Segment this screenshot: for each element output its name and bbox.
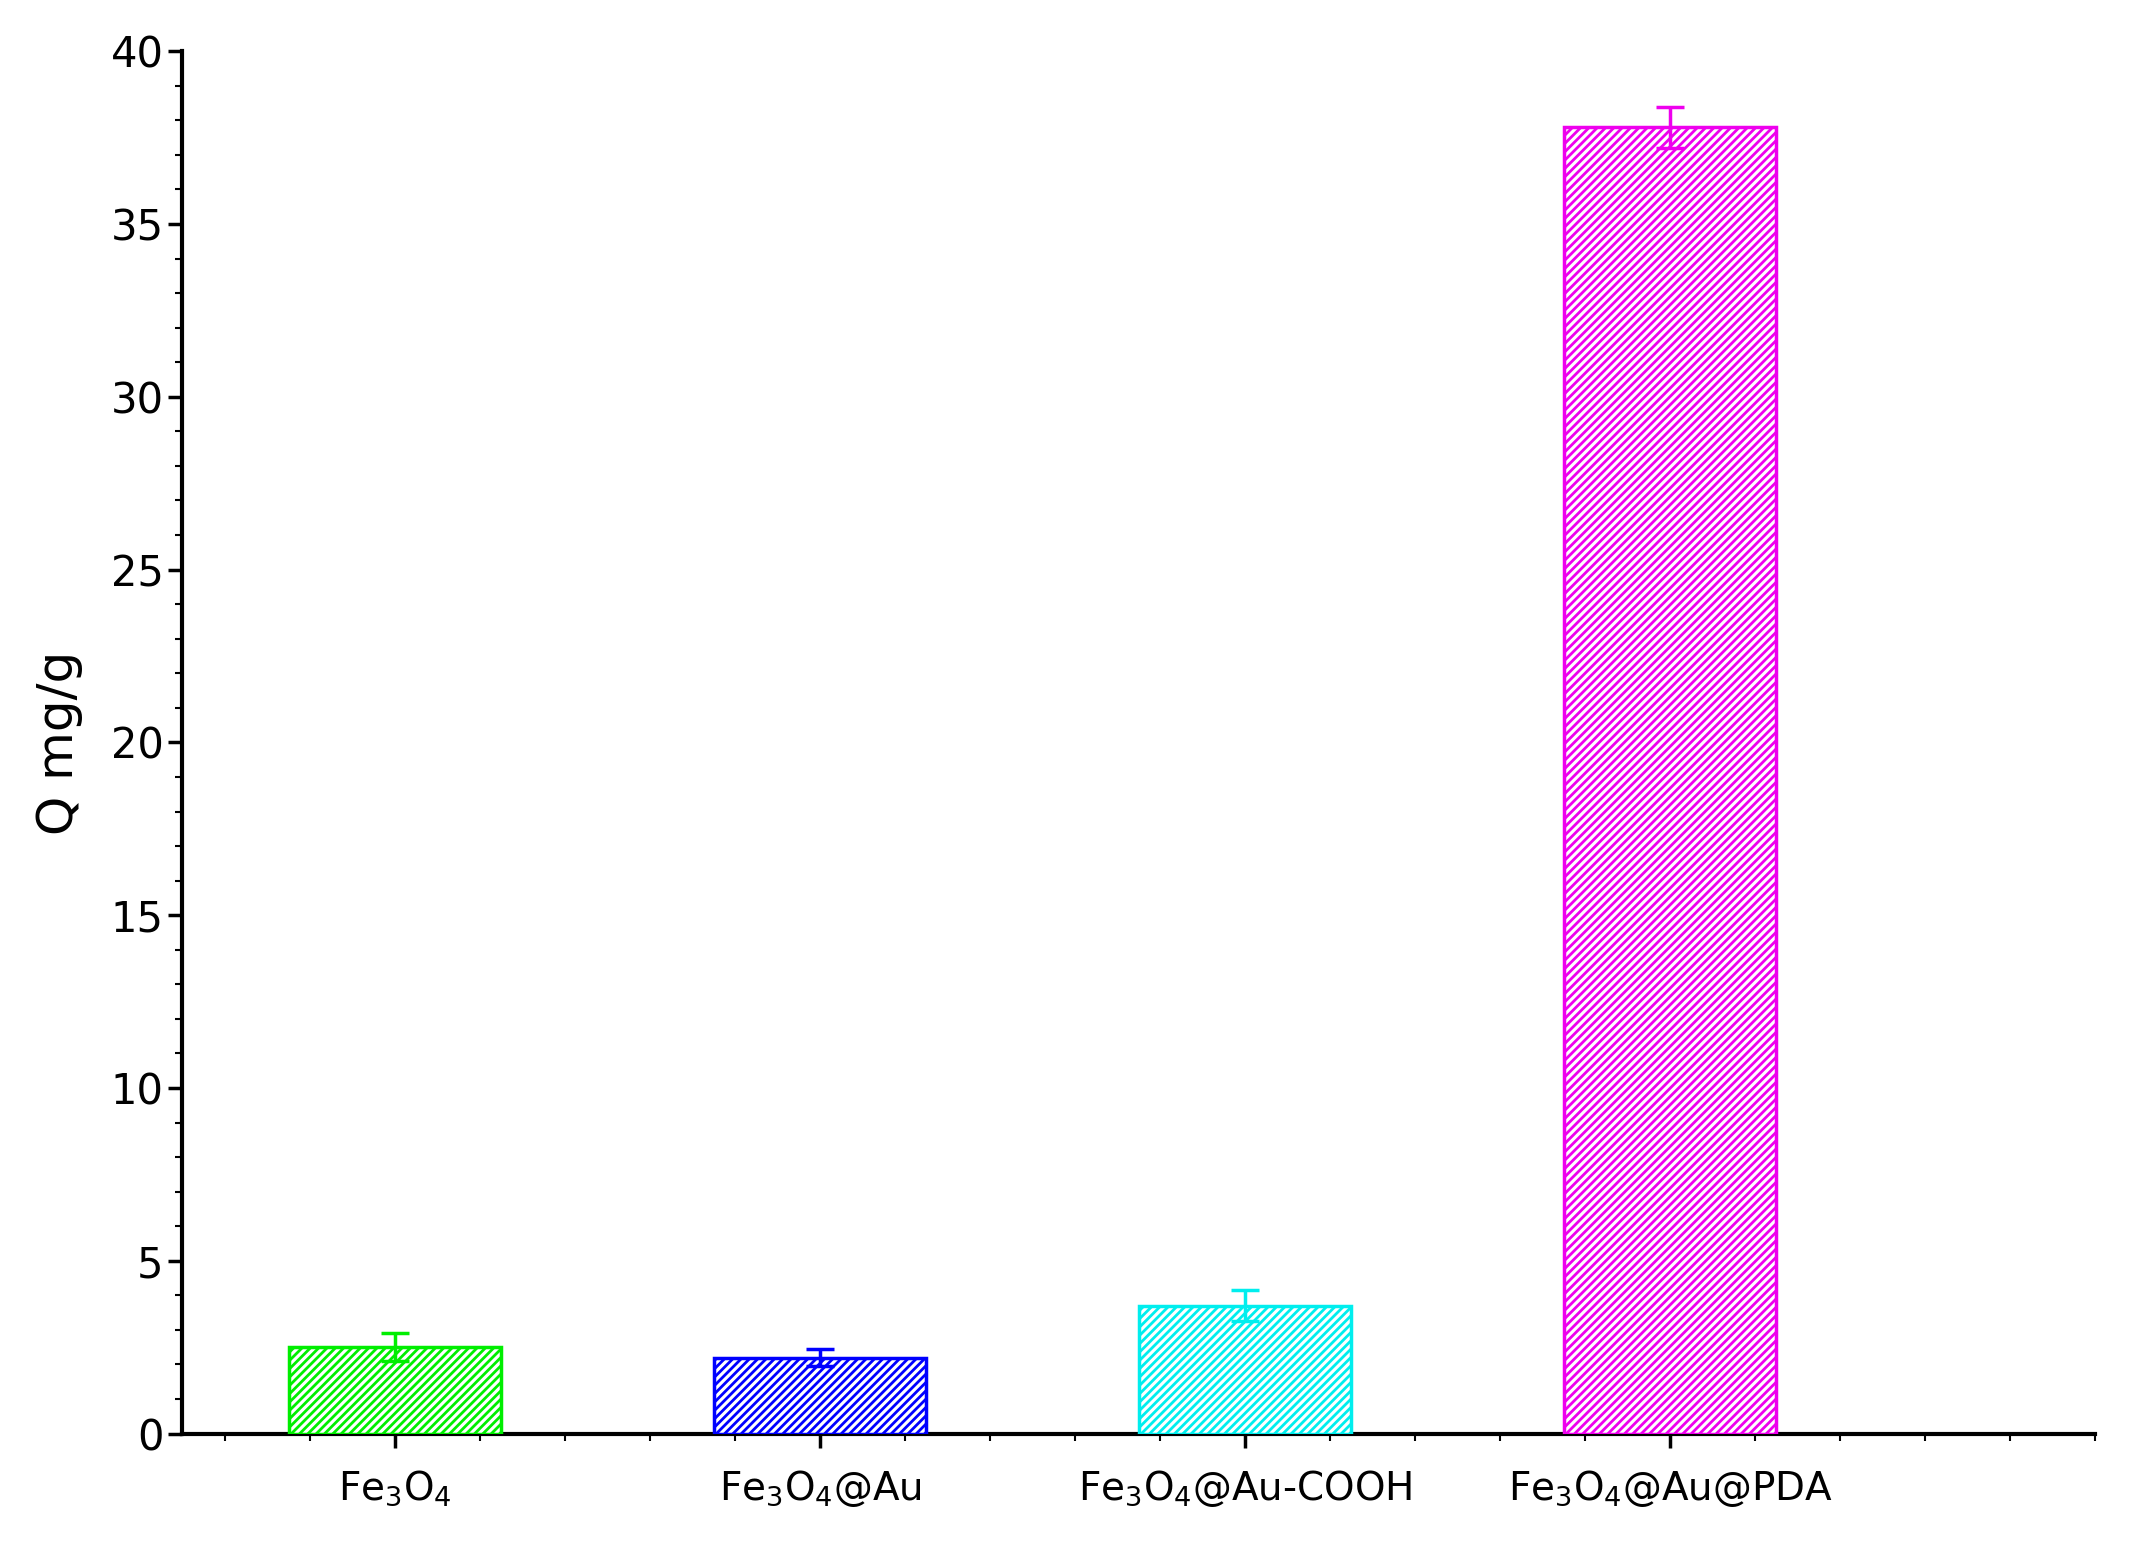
- Bar: [714, 1357, 927, 1433]
- Bar: [1140, 1306, 1350, 1433]
- Bar: [1563, 127, 1776, 1433]
- Y-axis label: Q mg/g: Q mg/g: [34, 650, 83, 834]
- Bar: [290, 1348, 501, 1433]
